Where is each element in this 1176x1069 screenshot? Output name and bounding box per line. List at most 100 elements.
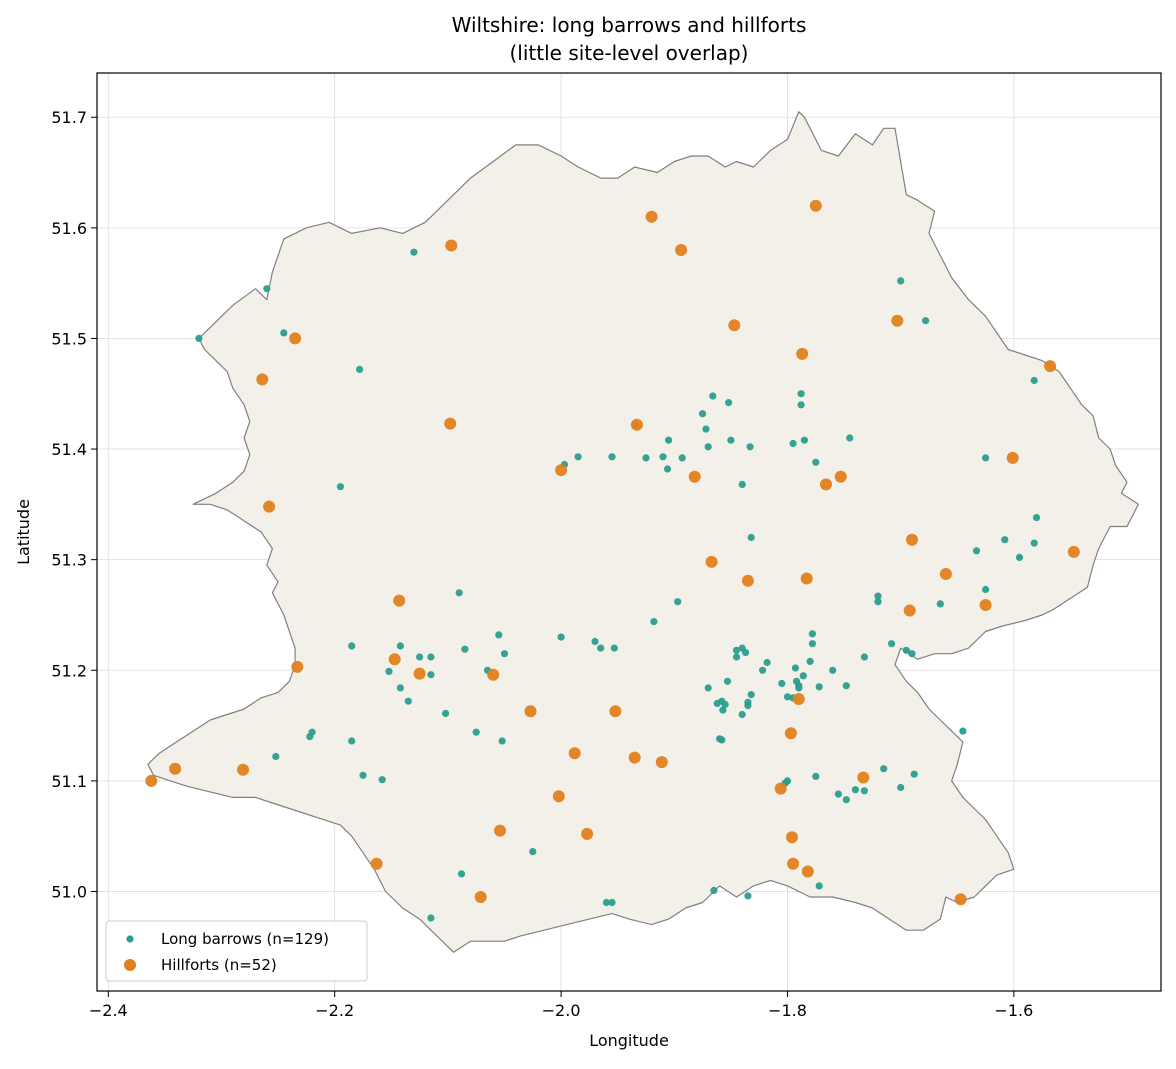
long-barrow-point xyxy=(461,645,469,653)
long-barrow-point xyxy=(721,700,729,709)
long-barrow-point xyxy=(280,329,288,337)
long-barrow-point xyxy=(778,679,786,688)
long-barrow-point xyxy=(457,870,466,878)
hillfort-point xyxy=(291,660,304,673)
chart-subtitle: (little site-level overlap) xyxy=(510,41,749,65)
long-barrow-point xyxy=(427,671,435,679)
long-barrow-point xyxy=(356,365,364,373)
x-axis-ticks: −2.4 −2.2 −2.0 −1.8 −1.6 xyxy=(89,991,1033,1020)
plot-frame xyxy=(96,72,1162,992)
long-barrow-point xyxy=(800,436,809,444)
hillfort-point xyxy=(796,347,809,360)
hillfort-point xyxy=(809,199,822,212)
hillfort-point xyxy=(630,418,643,431)
hillfort-point xyxy=(954,893,967,906)
long-barrow-point xyxy=(608,898,616,907)
y-tick-label: 51.0 xyxy=(51,882,87,901)
long-barrow-point xyxy=(195,334,203,342)
long-barrow-point xyxy=(472,728,480,736)
long-barrow-point xyxy=(812,772,820,781)
county-boundary xyxy=(147,111,1140,953)
long-barrow-point xyxy=(797,390,805,398)
long-barrow-point xyxy=(674,598,682,606)
hillfort-point xyxy=(524,705,537,718)
hillfort-point xyxy=(444,417,457,430)
long-barrow-point xyxy=(759,666,767,674)
hillfort-point xyxy=(555,464,568,477)
hillfort-point xyxy=(784,727,797,740)
hillfort-point xyxy=(728,319,741,332)
hillfort-point xyxy=(787,857,800,870)
long-barrow-point xyxy=(1001,536,1009,544)
county-boundary-layer xyxy=(147,111,1140,953)
long-barrow-point xyxy=(732,646,741,654)
long-barrow-point xyxy=(410,248,418,256)
long-barrow-point xyxy=(738,710,746,719)
long-barrow-point xyxy=(336,483,344,491)
long-barrow-point xyxy=(678,454,686,462)
long-barrow-point xyxy=(1030,539,1038,547)
long-barrow-point xyxy=(744,892,752,900)
hillfort-point xyxy=(388,653,401,666)
hillfort-point xyxy=(628,751,641,764)
long-barrow-point xyxy=(704,684,712,692)
long-barrow-point xyxy=(725,399,733,407)
long-barrow-point xyxy=(529,848,537,856)
long-barrow-point xyxy=(710,886,718,895)
y-tick-label: 51.5 xyxy=(51,329,87,348)
y-tick-label: 51.3 xyxy=(51,551,87,570)
long-barrow-point xyxy=(880,765,888,773)
long-barrow-point xyxy=(659,453,667,461)
long-barrow-point xyxy=(732,653,741,661)
long-barrow-point xyxy=(922,317,930,325)
long-barrow-point xyxy=(718,736,726,744)
long-barrow-point xyxy=(272,752,280,761)
long-barrow-point xyxy=(897,277,905,285)
long-barrow-point xyxy=(348,642,356,650)
hillfort-point xyxy=(939,568,952,580)
long-barrow-point xyxy=(702,425,710,433)
long-barrow-point xyxy=(982,585,990,594)
long-barrow-point xyxy=(427,653,435,661)
long-barrow-point xyxy=(574,453,582,461)
long-barrow-point xyxy=(806,657,814,666)
y-tick-label: 51.2 xyxy=(51,661,87,680)
long-barrow-point xyxy=(727,436,735,444)
long-barrow-point xyxy=(791,664,800,672)
long-barrow-point xyxy=(378,776,386,784)
long-barrow-point xyxy=(795,684,803,692)
long-barrow-point xyxy=(385,667,393,676)
long-barrow-point xyxy=(404,697,412,705)
long-barrow-point xyxy=(860,787,869,795)
chart-title: Wiltshire: long barrows and hillforts xyxy=(452,13,807,37)
legend-label-hillforts: Hillforts (n=52) xyxy=(161,956,277,974)
long-barrow-point xyxy=(704,443,712,451)
hillfort-point xyxy=(263,500,276,513)
long-barrow-point xyxy=(306,733,314,741)
long-barrow-point xyxy=(498,737,506,745)
hillfort-point xyxy=(370,857,383,870)
long-barrow-point xyxy=(747,533,755,542)
long-barrow-point xyxy=(812,458,820,466)
long-barrow-point xyxy=(747,691,755,699)
long-barrow-point xyxy=(744,702,752,710)
y-tick-label: 51.6 xyxy=(51,219,87,238)
hillfort-point xyxy=(655,756,668,769)
long-barrow-point xyxy=(709,392,717,400)
long-barrow-point xyxy=(834,790,843,798)
long-barrow-point xyxy=(416,653,424,661)
long-barrow-point xyxy=(591,637,599,646)
hillfort-point xyxy=(857,771,870,784)
long-barrow-point xyxy=(396,684,404,692)
long-barrow-point xyxy=(829,666,837,674)
long-barrow-point xyxy=(797,401,805,409)
site-points-layer xyxy=(145,199,1080,922)
hillfort-point xyxy=(552,790,565,803)
long-barrow-point xyxy=(500,650,509,658)
y-tick-label: 51.7 xyxy=(51,108,87,127)
long-barrow-point xyxy=(723,677,732,685)
hillfort-point xyxy=(494,824,506,837)
long-barrow-point xyxy=(442,709,450,718)
long-barrow-point xyxy=(972,547,981,555)
